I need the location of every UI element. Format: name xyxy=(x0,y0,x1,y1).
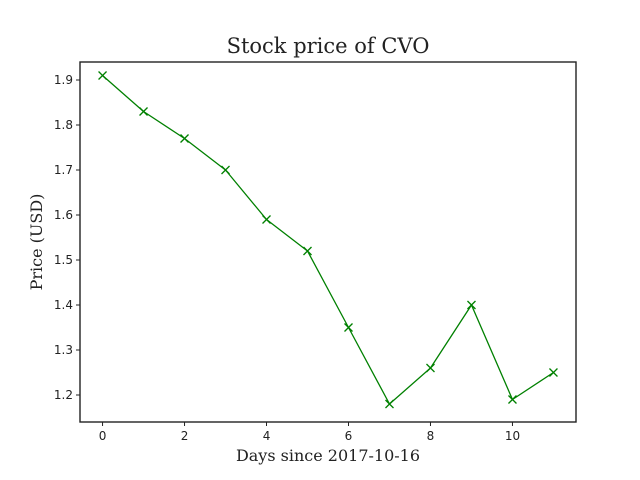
y-axis-ticks: 1.2 1.3 1.4 1.5 1.6 1.7 1.8 1.9 xyxy=(54,73,80,402)
series-line xyxy=(102,75,554,405)
y-tick-label: 1.9 xyxy=(54,73,73,87)
y-tick-label: 1.2 xyxy=(54,388,73,402)
x-tick-label: 0 xyxy=(99,429,107,443)
y-tick-label: 1.5 xyxy=(54,253,73,267)
data-point-marker xyxy=(139,107,148,116)
y-axis-label: Price (USD) xyxy=(27,194,46,291)
data-point-marker xyxy=(303,246,312,256)
data-point-marker xyxy=(262,215,271,224)
x-axis-ticks: 0 2 4 6 8 10 xyxy=(99,422,520,443)
x-tick-label: 8 xyxy=(427,429,435,443)
data-point-marker xyxy=(344,323,353,332)
y-tick-label: 1.4 xyxy=(54,298,73,312)
y-tick-label: 1.8 xyxy=(54,118,73,132)
plot-area-frame xyxy=(79,61,577,423)
data-point-marker xyxy=(221,165,230,175)
series-layer xyxy=(98,71,558,409)
data-point-marker xyxy=(548,368,558,377)
data-point-marker xyxy=(508,395,517,404)
data-point-marker xyxy=(98,71,108,80)
data-point-marker xyxy=(426,363,435,373)
y-tick-label: 1.7 xyxy=(54,163,73,177)
data-point-marker xyxy=(385,399,394,409)
x-axis-label: Days since 2017-10-16 xyxy=(236,446,420,465)
x-tick-label: 2 xyxy=(181,429,189,443)
x-tick-label: 4 xyxy=(263,429,271,443)
x-tick-label: 10 xyxy=(505,429,520,443)
data-point-marker xyxy=(180,134,189,143)
chart-title: Stock price of CVO xyxy=(227,34,430,58)
x-tick-label: 6 xyxy=(345,429,353,443)
data-point-marker xyxy=(467,300,476,310)
y-tick-label: 1.6 xyxy=(54,208,73,222)
y-tick-label: 1.3 xyxy=(54,343,73,357)
